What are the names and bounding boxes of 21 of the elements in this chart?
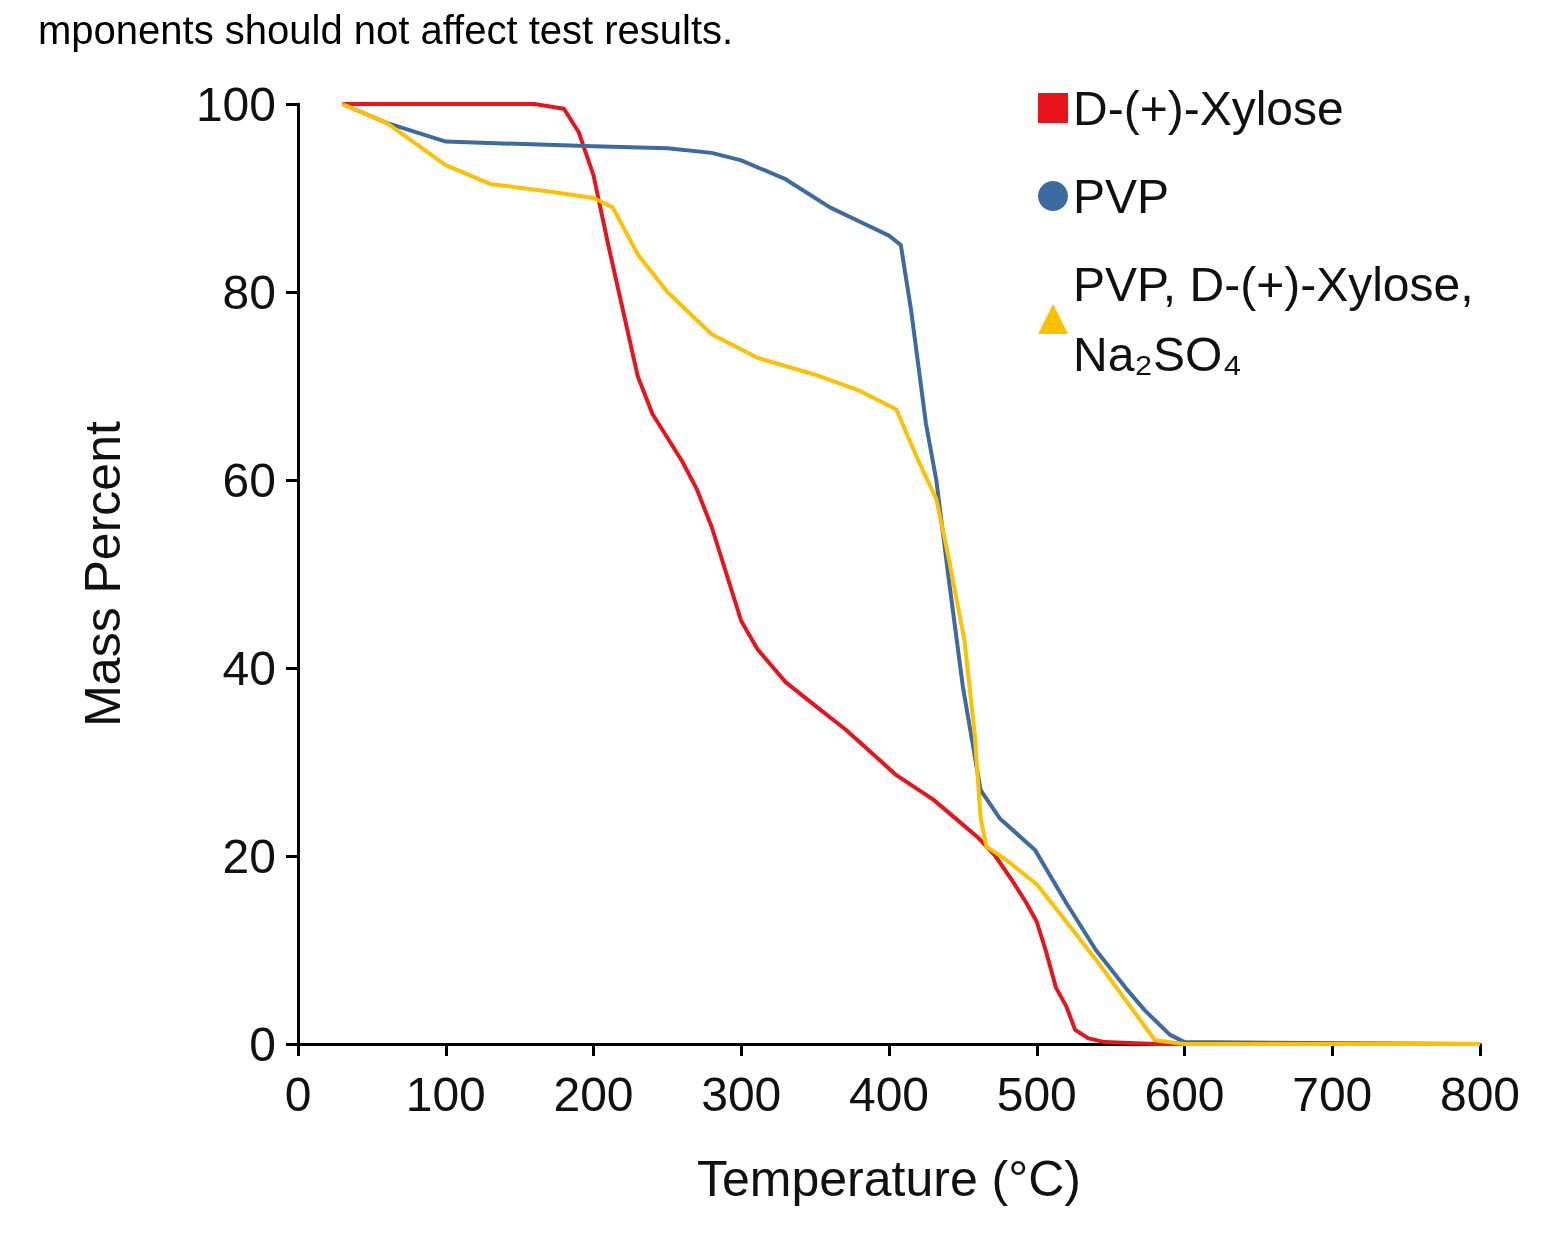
x-tick-label: 400 (848, 1067, 930, 1121)
text: mponents should not affect test results. (38, 8, 734, 52)
y-tick-label: 80 (222, 265, 276, 319)
x-tick-label: 800 (1439, 1067, 1521, 1121)
y-tick-label: 60 (222, 453, 276, 507)
y-tick-label: 100 (195, 77, 276, 131)
x-tick-label: 500 (996, 1067, 1077, 1121)
y-tick-label: 40 (222, 641, 276, 695)
x-tick-label: 700 (1292, 1067, 1373, 1121)
legend-label: PVP (1073, 169, 1170, 223)
y-tick-label: 0 (249, 1017, 276, 1071)
x-tick-label: 0 (284, 1067, 312, 1121)
x-tick-label: 200 (553, 1067, 634, 1121)
y-tick-label: 20 (222, 829, 276, 883)
legend-label: D-(+)-Xylose (1073, 81, 1344, 135)
legend-label: PVP, D-(+)-Xylose, Na₂SO₄ (1073, 257, 1487, 381)
x-tick-label: 600 (1144, 1067, 1225, 1121)
y-axis-title: Mass Percent (75, 421, 131, 727)
x-tick-label: 100 (405, 1067, 486, 1121)
x-tick-label: 300 (701, 1067, 782, 1121)
x-axis-title: Temperature (°C) (697, 1151, 1081, 1207)
